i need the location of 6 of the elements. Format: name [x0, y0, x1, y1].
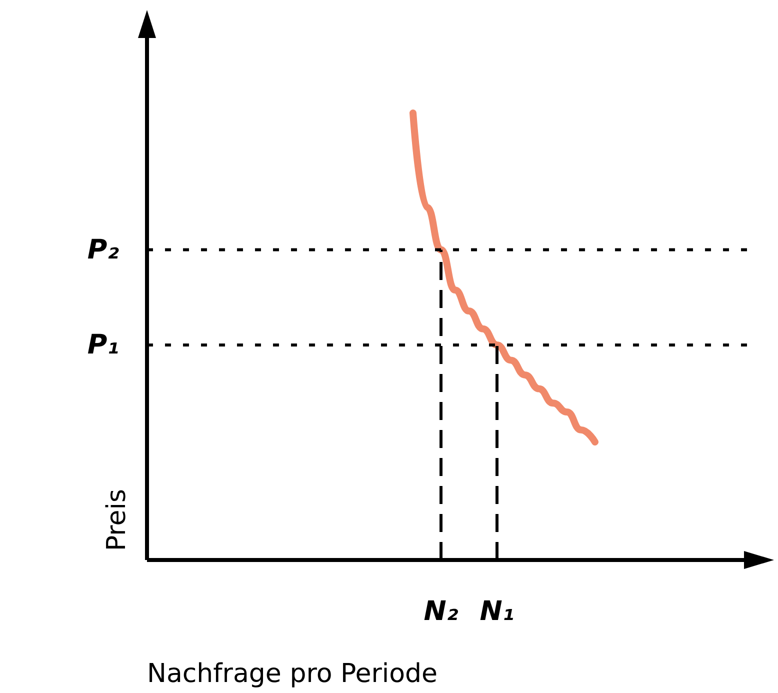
x-axis-title: Nachfrage pro Periode — [147, 659, 438, 689]
x-tick-label: N₁ — [480, 596, 514, 627]
x-tick-label: N₂ — [424, 596, 458, 627]
ref-line-label: P₂ — [87, 234, 120, 266]
y-axis-title: Preis — [102, 488, 132, 552]
ref-line-label: P₁ — [87, 329, 119, 360]
